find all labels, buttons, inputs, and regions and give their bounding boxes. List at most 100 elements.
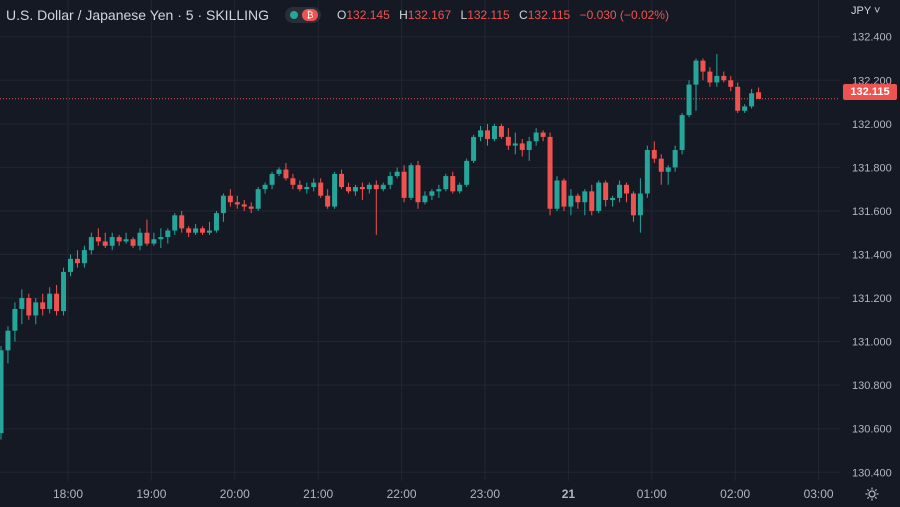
candle[interactable] bbox=[373, 180, 379, 235]
candle[interactable] bbox=[47, 287, 53, 314]
candle[interactable] bbox=[679, 112, 685, 155]
candle[interactable] bbox=[436, 184, 442, 198]
candle[interactable] bbox=[241, 200, 247, 211]
candle[interactable] bbox=[172, 213, 178, 235]
candle[interactable] bbox=[165, 228, 171, 244]
candle[interactable] bbox=[346, 182, 351, 194]
candle[interactable] bbox=[471, 134, 477, 164]
candle[interactable] bbox=[707, 67, 713, 87]
candle[interactable] bbox=[325, 189, 331, 209]
candle[interactable] bbox=[123, 232, 129, 244]
candle[interactable] bbox=[478, 126, 484, 142]
candle[interactable] bbox=[721, 71, 727, 83]
candle[interactable] bbox=[464, 158, 470, 187]
candle[interactable] bbox=[366, 182, 372, 194]
candle[interactable] bbox=[200, 226, 206, 235]
candle[interactable] bbox=[505, 128, 511, 150]
candle[interactable] bbox=[651, 141, 657, 164]
candle[interactable] bbox=[144, 219, 150, 246]
candle[interactable] bbox=[262, 182, 268, 194]
candle[interactable] bbox=[429, 189, 435, 201]
candle[interactable] bbox=[33, 298, 39, 325]
candle[interactable] bbox=[617, 180, 623, 203]
candle[interactable] bbox=[401, 165, 407, 203]
candle[interactable] bbox=[255, 186, 261, 211]
candle[interactable] bbox=[40, 293, 46, 316]
candle[interactable] bbox=[304, 182, 310, 194]
candle[interactable] bbox=[130, 237, 136, 248]
candle[interactable] bbox=[352, 184, 358, 196]
candle[interactable] bbox=[658, 154, 664, 185]
candle[interactable] bbox=[547, 132, 553, 216]
candle[interactable] bbox=[380, 182, 386, 192]
candle[interactable] bbox=[603, 180, 609, 207]
candle[interactable] bbox=[276, 167, 282, 177]
symbol-title[interactable]: U.S. Dollar / Japanese Yen · 5 · SKILLIN… bbox=[6, 7, 270, 23]
candle[interactable] bbox=[0, 345, 4, 440]
candle[interactable] bbox=[5, 326, 11, 364]
candle[interactable] bbox=[26, 293, 32, 320]
candle[interactable] bbox=[693, 58, 699, 111]
candle[interactable] bbox=[749, 88, 755, 109]
candle[interactable] bbox=[665, 165, 671, 185]
candle[interactable] bbox=[283, 163, 289, 181]
candle[interactable] bbox=[95, 228, 101, 246]
candle[interactable] bbox=[109, 232, 115, 251]
candle[interactable] bbox=[339, 169, 345, 190]
candle[interactable] bbox=[756, 87, 762, 99]
candle[interactable] bbox=[568, 189, 574, 216]
candle[interactable] bbox=[81, 245, 87, 268]
candle[interactable] bbox=[624, 182, 629, 203]
candle[interactable] bbox=[526, 136, 532, 161]
candle[interactable] bbox=[394, 167, 400, 179]
candle[interactable] bbox=[408, 163, 414, 201]
candle[interactable] bbox=[234, 195, 240, 209]
candle[interactable] bbox=[311, 178, 317, 192]
candle[interactable] bbox=[12, 302, 18, 342]
candle[interactable] bbox=[686, 80, 692, 118]
candle[interactable] bbox=[512, 132, 518, 155]
candle[interactable] bbox=[450, 171, 456, 194]
candle[interactable] bbox=[742, 104, 748, 113]
candle[interactable] bbox=[19, 289, 25, 325]
candle[interactable] bbox=[54, 284, 60, 316]
candle[interactable] bbox=[137, 228, 143, 251]
candle[interactable] bbox=[297, 180, 303, 192]
candle[interactable] bbox=[610, 195, 616, 207]
candle[interactable] bbox=[637, 178, 643, 233]
candle[interactable] bbox=[387, 171, 393, 190]
gear-icon[interactable] bbox=[864, 486, 880, 502]
chart-toggle-icon[interactable]: ₿ bbox=[285, 7, 322, 23]
candle[interactable] bbox=[68, 254, 73, 277]
candle[interactable] bbox=[332, 171, 338, 209]
candle[interactable] bbox=[735, 82, 741, 113]
candle[interactable] bbox=[582, 189, 588, 216]
currency-selector[interactable]: JPY ˅ bbox=[851, 5, 881, 17]
candle[interactable] bbox=[415, 160, 421, 209]
candle[interactable] bbox=[151, 232, 157, 246]
candle[interactable] bbox=[74, 250, 80, 268]
candle[interactable] bbox=[728, 75, 734, 92]
candle[interactable] bbox=[519, 139, 525, 157]
candle[interactable] bbox=[644, 145, 650, 198]
candle[interactable] bbox=[213, 210, 219, 233]
candle[interactable] bbox=[498, 123, 504, 140]
candle[interactable] bbox=[533, 128, 539, 146]
candle[interactable] bbox=[561, 178, 567, 211]
candle[interactable] bbox=[359, 182, 365, 201]
candle[interactable] bbox=[220, 193, 226, 222]
candle[interactable] bbox=[589, 184, 595, 216]
candle[interactable] bbox=[207, 221, 212, 235]
candle[interactable] bbox=[158, 228, 164, 248]
candle[interactable] bbox=[700, 58, 706, 81]
candle[interactable] bbox=[116, 234, 122, 246]
candle[interactable] bbox=[443, 173, 449, 192]
candle[interactable] bbox=[485, 123, 490, 146]
candle[interactable] bbox=[672, 145, 678, 172]
candle[interactable] bbox=[491, 123, 497, 142]
candle[interactable] bbox=[227, 189, 233, 207]
candle[interactable] bbox=[422, 191, 428, 205]
candle[interactable] bbox=[193, 224, 199, 235]
candle[interactable] bbox=[630, 191, 636, 222]
